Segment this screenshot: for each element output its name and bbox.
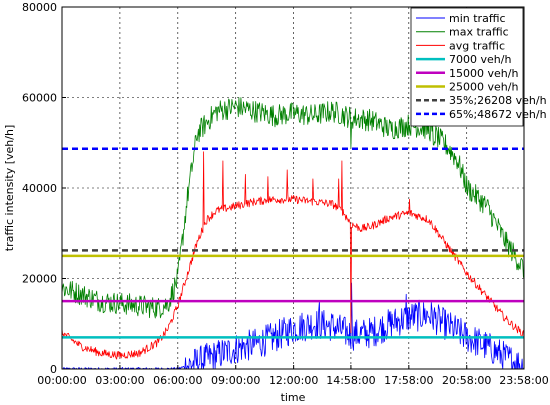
x-tick-label: 00:00:00	[37, 374, 86, 387]
series-avg-traffic	[61, 151, 525, 360]
series-layer	[61, 97, 525, 370]
legend-label: avg traffic	[449, 39, 505, 52]
x-tick-label: 17:58:00	[384, 374, 433, 387]
x-tick-label: 20:58:00	[442, 374, 491, 387]
legend-label: 15000 veh/h	[449, 67, 518, 80]
y-axis-label: traffic intensity [veh/h]	[3, 125, 16, 251]
x-tick-label: 09:00:00	[211, 374, 260, 387]
y-tick-label: 80000	[22, 1, 57, 14]
legend-label: min traffic	[449, 12, 506, 25]
y-tick-label: 0	[50, 363, 57, 376]
x-tick-label: 06:00:00	[153, 374, 202, 387]
legend-label: max traffic	[449, 26, 509, 39]
x-axis-label: time	[281, 391, 306, 404]
x-tick-label: 23:58:00	[499, 374, 548, 387]
x-tick-label: 14:58:00	[326, 374, 375, 387]
y-tick-label: 20000	[22, 273, 57, 286]
x-tick-label: 12:00:00	[269, 374, 318, 387]
legend-label: 65%;48672 veh/h	[449, 108, 547, 121]
series-min-traffic	[61, 282, 525, 370]
y-tick-label: 60000	[22, 92, 57, 105]
legend-label: 7000 veh/h	[449, 53, 511, 66]
tick-layer: 00:00:00 03:00:00 06:00:00 09:00:00 12:00:00…	[22, 1, 549, 387]
y-tick-label: 40000	[22, 182, 57, 195]
x-tick-label: 03:00:00	[95, 374, 144, 387]
legend-box	[410, 7, 524, 127]
legend-label: 35%;26208 veh/h	[449, 94, 547, 107]
legend-label: 25000 veh/h	[449, 81, 518, 94]
